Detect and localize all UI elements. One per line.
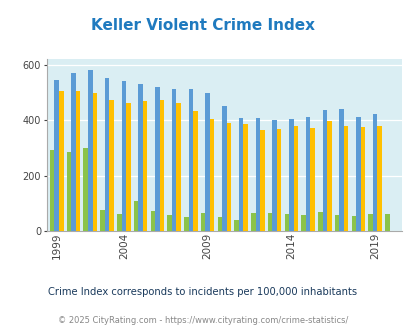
Bar	[301, 215, 305, 231]
Bar	[83, 148, 88, 231]
Bar	[377, 126, 381, 231]
Bar	[343, 126, 347, 231]
Bar	[305, 117, 309, 231]
Text: © 2025 CityRating.com - https://www.cityrating.com/crime-statistics/: © 2025 CityRating.com - https://www.city…	[58, 315, 347, 325]
Bar	[222, 106, 226, 231]
Bar	[309, 128, 314, 231]
Bar	[133, 201, 138, 231]
Legend: Keller, Texas, National: Keller, Texas, National	[102, 326, 346, 330]
Bar	[205, 93, 209, 231]
Bar	[288, 119, 293, 231]
Bar	[234, 220, 238, 231]
Bar	[104, 78, 109, 231]
Bar	[109, 100, 113, 231]
Bar	[360, 127, 364, 231]
Bar	[54, 80, 59, 231]
Bar	[317, 213, 322, 231]
Bar	[188, 89, 193, 231]
Bar	[372, 115, 377, 231]
Bar	[150, 211, 155, 231]
Bar	[339, 109, 343, 231]
Bar	[367, 214, 372, 231]
Bar	[71, 73, 76, 231]
Bar	[200, 213, 205, 231]
Text: Keller Violent Crime Index: Keller Violent Crime Index	[91, 18, 314, 33]
Bar	[76, 91, 80, 231]
Bar	[171, 89, 176, 231]
Bar	[293, 126, 297, 231]
Bar	[193, 112, 197, 231]
Bar	[255, 117, 260, 231]
Bar	[121, 81, 126, 231]
Bar	[183, 217, 188, 231]
Bar	[272, 120, 276, 231]
Bar	[176, 103, 180, 231]
Bar	[260, 130, 264, 231]
Bar	[59, 91, 63, 231]
Bar	[238, 117, 243, 231]
Bar	[384, 214, 389, 231]
Bar	[276, 129, 281, 231]
Bar	[100, 210, 104, 231]
Bar	[126, 103, 130, 231]
Bar	[326, 121, 331, 231]
Bar	[138, 84, 143, 231]
Bar	[267, 213, 272, 231]
Bar	[155, 87, 159, 231]
Bar	[226, 123, 230, 231]
Bar	[284, 214, 288, 231]
Bar	[243, 124, 247, 231]
Bar	[217, 217, 222, 231]
Bar	[92, 93, 97, 231]
Bar	[209, 118, 214, 231]
Bar	[117, 214, 121, 231]
Bar	[66, 152, 71, 231]
Bar	[355, 117, 360, 231]
Bar	[143, 101, 147, 231]
Text: Crime Index corresponds to incidents per 100,000 inhabitants: Crime Index corresponds to incidents per…	[48, 287, 357, 297]
Bar	[322, 110, 326, 231]
Bar	[351, 216, 355, 231]
Bar	[159, 100, 164, 231]
Bar	[167, 215, 171, 231]
Bar	[50, 150, 54, 231]
Bar	[334, 215, 339, 231]
Bar	[88, 71, 92, 231]
Bar	[250, 213, 255, 231]
